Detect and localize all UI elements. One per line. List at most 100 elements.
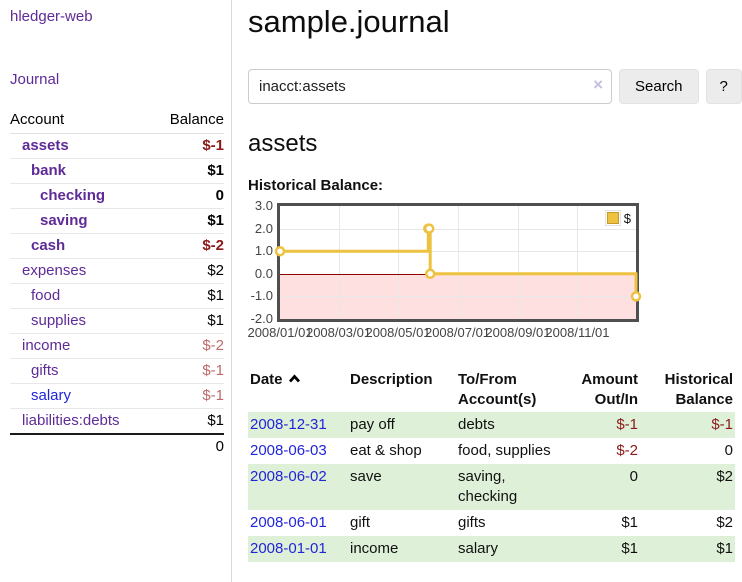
- account-row: saving $1: [10, 208, 224, 234]
- transaction-accounts: debts: [458, 416, 495, 433]
- account-balance: $1: [153, 208, 224, 234]
- account-balance: $-2: [153, 333, 224, 359]
- register-header-date[interactable]: Date: [248, 368, 348, 412]
- x-tick-label: 2008/01/01: [247, 325, 313, 340]
- accounts-header-account: Account: [10, 109, 154, 134]
- chart-series-line: [274, 223, 642, 302]
- register-header-description: Description: [348, 368, 456, 412]
- historical-balance-chart: 3.0 2.0 1.0 0.0 -1.0 -2.0 $ 2008/01/01 2008/03…: [247, 198, 735, 341]
- transaction-row[interactable]: 2008-06-02 save saving, checking 0 $2: [248, 464, 735, 510]
- account-row: liabilities:debts $1: [10, 408, 224, 435]
- account-link[interactable]: cash: [31, 237, 66, 254]
- register-header-label: Amount Out/In: [581, 371, 638, 408]
- account-link[interactable]: supplies: [31, 312, 87, 329]
- register-header-label: Historical Balance: [664, 371, 733, 408]
- account-link[interactable]: bank: [31, 162, 67, 179]
- account-balance: $1: [153, 283, 224, 309]
- account-balance: $2: [153, 258, 224, 284]
- register-header-amount: Amount Out/In: [560, 368, 640, 412]
- account-row: supplies $1: [10, 308, 224, 334]
- data-point-marker[interactable]: [424, 268, 436, 280]
- account-row: assets $-1: [10, 133, 224, 159]
- y-tick-label: 0.0: [254, 265, 273, 281]
- register-header-label: To/From Account(s): [458, 371, 537, 408]
- data-point-marker[interactable]: [630, 291, 642, 302]
- account-link[interactable]: gifts: [31, 362, 59, 379]
- transaction-date-link[interactable]: 2008-12-31: [250, 416, 327, 433]
- y-tick-label: 1.0: [254, 243, 273, 259]
- transaction-date-link[interactable]: 2008-01-01: [250, 540, 327, 557]
- account-balance: $1: [153, 158, 224, 184]
- x-tick-label: 2008/11/01: [545, 325, 610, 340]
- account-link[interactable]: checking: [40, 187, 106, 204]
- app-brand-link[interactable]: hledger-web: [10, 8, 93, 25]
- account-heading: assets: [248, 130, 318, 157]
- account-link[interactable]: salary: [31, 387, 72, 404]
- nav-journal-link[interactable]: Journal: [10, 71, 60, 88]
- transaction-description: eat & shop: [350, 442, 422, 459]
- search-form: × Search ?: [248, 69, 742, 104]
- transaction-row[interactable]: 2008-12-31 pay off debts $-1 $-1: [248, 412, 735, 438]
- register-header-label: Description: [350, 371, 433, 388]
- transaction-description: income: [350, 540, 399, 557]
- transaction-row[interactable]: 2008-06-01 gift gifts $1 $2: [248, 510, 735, 536]
- transaction-amount: $1: [621, 540, 638, 557]
- accounts-table: Account Balance assets $-1 bank $1 checking 0…: [10, 109, 224, 459]
- accounts-total-row: 0: [10, 433, 224, 459]
- clear-search-icon[interactable]: ×: [593, 75, 603, 94]
- transaction-date-link[interactable]: 2008-06-02: [250, 468, 327, 485]
- account-row: food $1: [10, 283, 224, 309]
- gridline: [398, 206, 400, 319]
- account-balance: $-1: [153, 358, 224, 384]
- account-balance: $-1: [153, 133, 224, 159]
- transaction-balance: $1: [716, 540, 733, 557]
- account-balance: $-1: [153, 383, 224, 409]
- transaction-date-link[interactable]: 2008-06-03: [250, 442, 327, 459]
- data-point-marker[interactable]: [274, 245, 286, 257]
- x-tick-label: 2008/09/01: [485, 325, 551, 340]
- transaction-amount: 0: [629, 468, 638, 485]
- chart-plot-area[interactable]: $: [274, 203, 642, 322]
- account-link[interactable]: expenses: [22, 262, 87, 279]
- account-link[interactable]: saving: [40, 212, 88, 229]
- transaction-row[interactable]: 2008-06-03 eat & shop food, supplies $-2 0: [248, 438, 735, 464]
- search-button[interactable]: Search: [619, 69, 699, 104]
- x-tick-label: 2008/07/01: [424, 325, 491, 340]
- account-link[interactable]: liabilities:debts: [22, 412, 120, 429]
- account-link[interactable]: assets: [22, 137, 69, 154]
- y-tick-label: 3.0: [254, 198, 273, 213]
- account-balance: $1: [153, 308, 224, 334]
- account-row: income $-2: [10, 333, 224, 359]
- account-link[interactable]: income: [22, 337, 71, 354]
- account-row: checking 0: [10, 183, 224, 209]
- help-button[interactable]: ?: [705, 69, 742, 104]
- transaction-date-link[interactable]: 2008-06-01: [250, 514, 327, 531]
- data-point-marker[interactable]: [423, 223, 435, 234]
- account-row: salary $-1: [10, 383, 224, 409]
- register-header-label: Date: [250, 371, 283, 388]
- chart-legend: $: [604, 210, 631, 226]
- sort-ascending-icon[interactable]: [288, 373, 301, 384]
- transaction-balance: $-1: [711, 416, 733, 433]
- register-table: Date Description To/From Account(s) Amount …: [248, 368, 735, 562]
- account-balance: $-2: [153, 233, 224, 259]
- gridline: [577, 206, 579, 319]
- legend-series-label: $: [623, 210, 631, 226]
- transaction-balance: $2: [716, 514, 733, 531]
- legend-color-swatch: [604, 210, 621, 226]
- search-input[interactable]: [248, 69, 612, 104]
- account-row: gifts $-1: [10, 358, 224, 384]
- transaction-balance: 0: [724, 442, 733, 459]
- transaction-accounts: salary: [458, 540, 499, 557]
- gridline: [338, 206, 340, 319]
- transaction-description: save: [350, 468, 382, 485]
- transaction-row[interactable]: 2008-01-01 income salary $1 $1: [248, 536, 735, 562]
- account-link[interactable]: food: [31, 287, 61, 304]
- y-tick-label: -1.0: [250, 288, 273, 304]
- account-balance: $1: [153, 408, 224, 435]
- transaction-accounts: food, supplies: [458, 442, 551, 459]
- transaction-accounts: saving, checking: [458, 468, 518, 505]
- transaction-amount: $-1: [616, 416, 638, 433]
- accounts-header-balance: Balance: [153, 109, 224, 134]
- register-header-accounts: To/From Account(s): [456, 368, 560, 412]
